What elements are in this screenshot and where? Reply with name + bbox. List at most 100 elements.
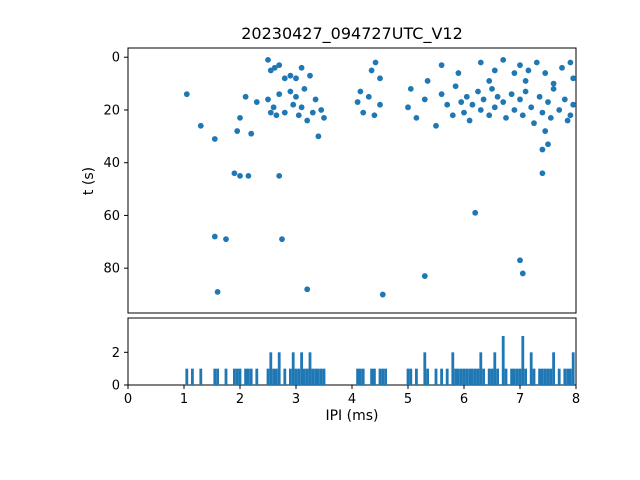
histogram-bar — [459, 368, 463, 385]
scatter-point — [293, 93, 299, 100]
scatter-point — [279, 236, 285, 243]
histogram-bar — [496, 368, 499, 385]
tick-label: 60 — [103, 209, 120, 224]
histogram-bar — [538, 368, 541, 385]
scatter-point — [304, 117, 311, 124]
scatter-point — [413, 114, 420, 121]
scatter-point — [567, 112, 574, 119]
scatter-point — [491, 67, 498, 74]
scatter-point — [559, 64, 565, 71]
scatter-point — [533, 59, 540, 66]
scatter-point — [539, 170, 546, 177]
scatter-point — [379, 291, 386, 298]
histogram-bar — [543, 368, 547, 385]
histogram-bar — [291, 352, 295, 385]
histogram-bar — [501, 335, 505, 385]
scatter-point — [237, 114, 243, 121]
histogram-bar — [504, 368, 508, 385]
tick-label: 0 — [112, 379, 120, 394]
scatter-point — [242, 93, 249, 100]
histogram-bar — [566, 368, 569, 385]
scatter-point — [318, 107, 325, 113]
scatter-point — [234, 128, 241, 134]
histogram-bar — [468, 368, 471, 385]
histogram-bar — [524, 368, 527, 385]
tick-label: 0 — [112, 51, 120, 66]
scatter-point — [421, 96, 428, 103]
histogram-bar — [513, 368, 516, 385]
histogram-bar — [269, 352, 273, 385]
scatter-point — [547, 114, 554, 121]
scatter-point — [545, 141, 551, 148]
scatter-point — [550, 80, 557, 87]
scatter-point — [455, 70, 462, 76]
histogram-bar — [384, 368, 387, 385]
histogram-bar — [191, 368, 194, 385]
scatter-point — [183, 91, 190, 98]
tick-label: 1 — [180, 392, 188, 407]
histogram-bar — [471, 368, 474, 385]
scatter-point — [276, 172, 283, 179]
scatter-point — [508, 91, 515, 98]
histogram-bar — [275, 368, 278, 385]
histogram-bar — [457, 368, 460, 385]
histogram-bar — [249, 368, 253, 385]
histogram-bar — [247, 368, 250, 385]
tick-label: 40 — [103, 156, 120, 171]
scatter-point — [500, 99, 507, 105]
scatter-point — [503, 114, 509, 121]
scatter-point — [486, 78, 493, 84]
histogram-bar — [454, 368, 457, 385]
histogram-bar — [473, 368, 477, 385]
scatter-point — [517, 257, 523, 264]
histogram-axes-frame — [127, 317, 577, 386]
scatter-point — [561, 96, 568, 103]
scatter-point — [475, 88, 481, 95]
histogram-bar — [546, 368, 550, 385]
scatter-point — [197, 122, 204, 129]
tick-label: 8 — [572, 392, 580, 407]
histogram-bar — [541, 368, 544, 385]
scatter-point — [458, 99, 465, 105]
tick-label: 0 — [124, 392, 132, 407]
scatter-point — [519, 270, 526, 277]
histogram-bar — [451, 352, 455, 385]
tick-label: 2 — [112, 346, 120, 361]
scatter-point — [293, 75, 299, 82]
histogram-bar — [409, 368, 413, 385]
scatter-point — [511, 70, 518, 76]
scatter-point — [223, 236, 229, 243]
scatter-point — [315, 133, 322, 140]
histogram-bar — [356, 368, 359, 385]
histogram-bar — [549, 368, 553, 385]
histogram-bar — [216, 368, 219, 385]
plot-title: 20230427_094727UTC_V12 — [241, 24, 463, 43]
scatter-point — [298, 104, 305, 111]
histogram-bar — [423, 352, 427, 385]
histogram-bar — [445, 368, 449, 385]
scatter-point — [211, 136, 218, 142]
scatter-point — [231, 170, 238, 177]
histogram-bar — [233, 368, 236, 385]
scatter-point — [570, 101, 577, 108]
scatter-point — [304, 286, 311, 293]
y-axis-label: t (s) — [81, 166, 97, 196]
scatter-point — [267, 109, 274, 116]
histogram-bar — [359, 368, 362, 385]
scatter-point — [525, 67, 532, 74]
scatter-point — [477, 107, 484, 113]
scatter-point — [301, 85, 308, 92]
scatter-point — [214, 289, 221, 295]
histogram-bar — [224, 368, 228, 385]
scatter-point — [522, 88, 529, 95]
scatter-point — [377, 101, 383, 108]
histogram-bar — [406, 368, 410, 385]
histogram-bar — [283, 368, 287, 385]
histogram-bar — [317, 368, 320, 385]
scatter-point — [472, 209, 479, 216]
scatter-point — [245, 172, 252, 179]
tick-label: 80 — [103, 262, 120, 277]
histogram-bar — [213, 368, 217, 385]
tick-label: 3 — [292, 392, 300, 407]
histogram-bar — [518, 368, 522, 385]
